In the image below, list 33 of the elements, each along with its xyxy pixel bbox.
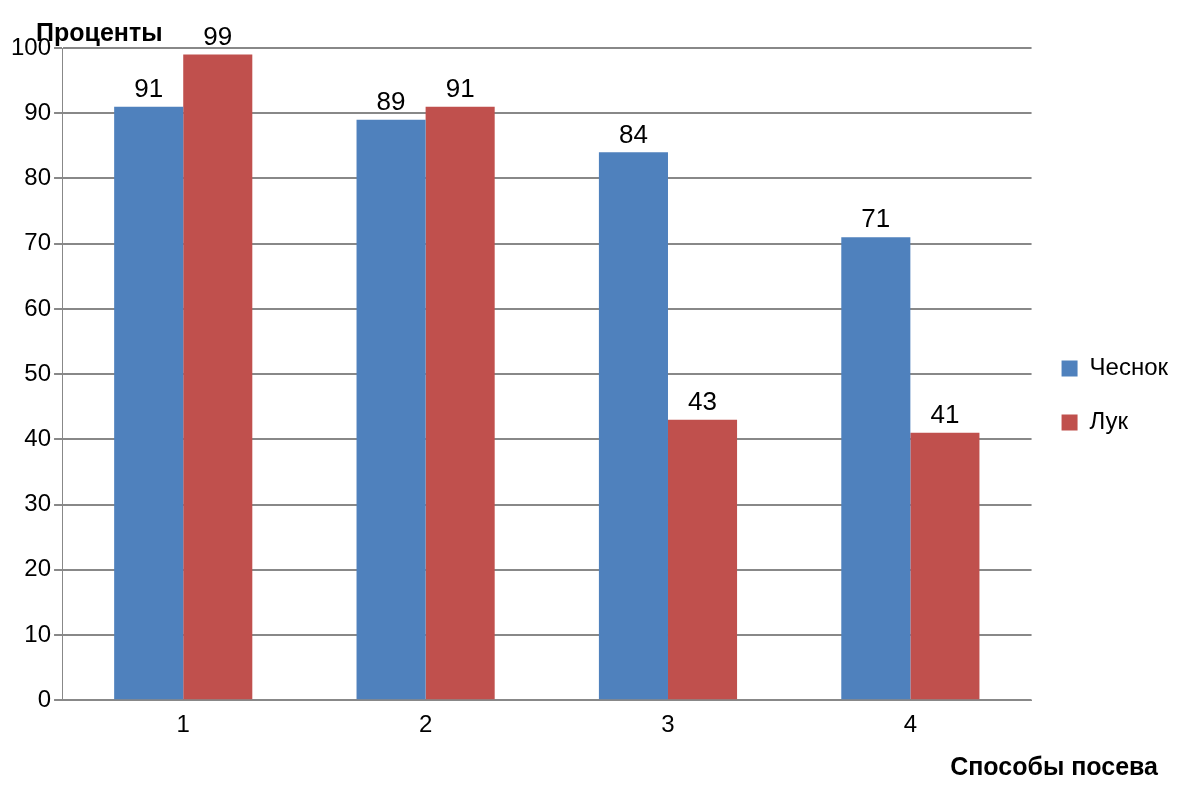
data-label: 91 bbox=[134, 72, 164, 103]
x-axis-title: Способы посева bbox=[950, 752, 1158, 781]
x-tick-label: 3 bbox=[661, 710, 675, 738]
y-tick-label: 80 bbox=[24, 163, 52, 191]
data-label: 41 bbox=[930, 398, 960, 429]
bar bbox=[667, 419, 738, 700]
y-tick-label: 50 bbox=[24, 358, 52, 386]
y-tick-label: 60 bbox=[24, 293, 52, 321]
legend-label: Чеснок bbox=[1089, 353, 1169, 381]
data-label: 43 bbox=[688, 385, 717, 416]
x-tick-label: 2 bbox=[418, 710, 433, 738]
y-tick-label: 90 bbox=[24, 97, 52, 125]
y-tick-label: 70 bbox=[24, 228, 52, 256]
bar bbox=[910, 432, 980, 700]
y-tick-label: 0 bbox=[37, 684, 52, 712]
data-label: 71 bbox=[861, 203, 891, 234]
bar bbox=[598, 152, 668, 700]
data-label: 99 bbox=[203, 20, 233, 51]
bar bbox=[356, 119, 426, 700]
bar bbox=[841, 237, 911, 700]
x-tick-label: 4 bbox=[903, 710, 918, 738]
data-label: 89 bbox=[376, 85, 406, 116]
y-tick-label: 10 bbox=[24, 619, 52, 647]
y-tick-label: 30 bbox=[24, 489, 52, 517]
data-label: 91 bbox=[445, 72, 475, 103]
y-tick-label: 20 bbox=[24, 554, 52, 582]
bar bbox=[425, 106, 495, 700]
bar bbox=[114, 106, 184, 700]
y-tick-label: 40 bbox=[24, 423, 52, 451]
x-tick-label: 1 bbox=[176, 710, 190, 738]
bar bbox=[183, 54, 253, 700]
data-label: 84 bbox=[618, 118, 648, 149]
legend-label: Лук bbox=[1089, 407, 1129, 435]
